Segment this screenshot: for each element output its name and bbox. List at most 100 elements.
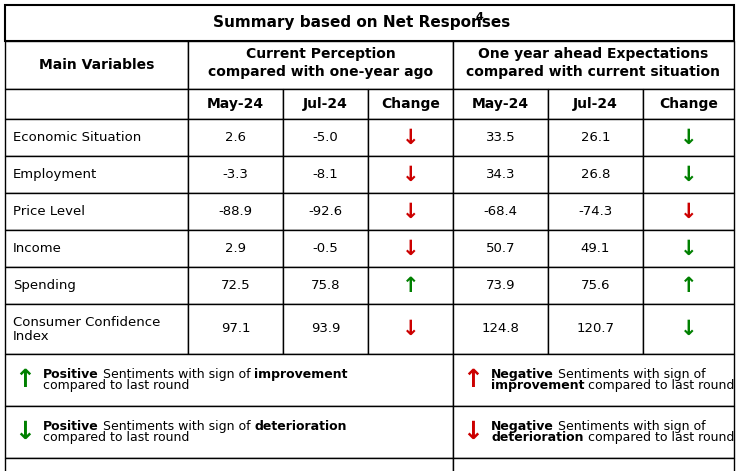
- Bar: [453, 406, 734, 458]
- Bar: [548, 304, 643, 354]
- Text: ↓: ↓: [15, 420, 35, 444]
- Text: Price Level: Price Level: [13, 205, 85, 218]
- Text: deterioration: deterioration: [254, 420, 347, 433]
- Text: ↑: ↑: [463, 368, 483, 392]
- Bar: [283, 230, 368, 267]
- Bar: [5, 193, 188, 230]
- Text: Income: Income: [13, 242, 62, 255]
- Bar: [643, 119, 734, 156]
- Text: ↑: ↑: [402, 276, 419, 295]
- Bar: [188, 41, 453, 89]
- Text: compared to last round: compared to last round: [43, 379, 189, 392]
- Text: Sentiments with sign of: Sentiments with sign of: [554, 368, 706, 381]
- Bar: [283, 119, 368, 156]
- Bar: [188, 267, 283, 304]
- Bar: [5, 354, 453, 406]
- Bar: [368, 119, 453, 156]
- Text: 73.9: 73.9: [486, 279, 515, 292]
- Text: -3.3: -3.3: [222, 168, 248, 181]
- Text: Sentiments with sign of: Sentiments with sign of: [554, 420, 706, 433]
- Text: -88.9: -88.9: [219, 205, 253, 218]
- Text: 49.1: 49.1: [581, 242, 610, 255]
- Bar: [453, 156, 548, 193]
- Bar: [5, 5, 734, 41]
- Text: 97.1: 97.1: [221, 323, 251, 335]
- Bar: [368, 230, 453, 267]
- Text: -0.5: -0.5: [313, 242, 338, 255]
- Text: ↓: ↓: [402, 238, 419, 259]
- Text: May-24: May-24: [472, 97, 529, 111]
- Bar: [548, 193, 643, 230]
- Bar: [368, 89, 453, 119]
- Bar: [643, 304, 734, 354]
- Text: deterioration: deterioration: [491, 431, 584, 444]
- Text: ↑: ↑: [680, 276, 698, 295]
- Text: Change: Change: [381, 97, 440, 111]
- Bar: [643, 193, 734, 230]
- Text: 33.5: 33.5: [486, 131, 515, 144]
- Bar: [5, 89, 188, 119]
- Text: 4: 4: [476, 12, 483, 22]
- Text: Negative: Negative: [491, 368, 554, 381]
- Bar: [453, 267, 548, 304]
- Text: ↓: ↓: [680, 238, 698, 259]
- Bar: [643, 89, 734, 119]
- Text: 50.7: 50.7: [486, 242, 515, 255]
- Bar: [5, 230, 188, 267]
- Text: 2.9: 2.9: [225, 242, 246, 255]
- Text: -74.3: -74.3: [579, 205, 613, 218]
- Text: Change: Change: [659, 97, 718, 111]
- Bar: [188, 193, 283, 230]
- Text: ↓: ↓: [680, 319, 698, 339]
- Text: Main Variables: Main Variables: [39, 58, 154, 72]
- Text: 72.5: 72.5: [221, 279, 251, 292]
- Text: Jul-24: Jul-24: [303, 97, 348, 111]
- Bar: [368, 267, 453, 304]
- Text: 120.7: 120.7: [576, 323, 615, 335]
- Bar: [5, 41, 188, 89]
- Bar: [453, 89, 548, 119]
- Text: 2.6: 2.6: [225, 131, 246, 144]
- Text: Employment: Employment: [13, 168, 98, 181]
- Bar: [5, 458, 453, 471]
- Bar: [188, 304, 283, 354]
- Text: compared to last round: compared to last round: [585, 379, 735, 392]
- Text: ↓: ↓: [680, 128, 698, 147]
- Text: Economic Situation: Economic Situation: [13, 131, 141, 144]
- Text: 34.3: 34.3: [486, 168, 515, 181]
- Text: ↓: ↓: [402, 202, 419, 221]
- Text: ↓: ↓: [402, 128, 419, 147]
- Text: Positive: Positive: [43, 368, 99, 381]
- Bar: [283, 89, 368, 119]
- Text: Index: Index: [13, 330, 50, 342]
- Text: 75.8: 75.8: [311, 279, 340, 292]
- Bar: [643, 156, 734, 193]
- Text: Sentiments with sign of: Sentiments with sign of: [99, 420, 254, 433]
- Text: 75.6: 75.6: [581, 279, 610, 292]
- Bar: [188, 119, 283, 156]
- Bar: [283, 156, 368, 193]
- Bar: [368, 193, 453, 230]
- Bar: [283, 193, 368, 230]
- Text: ↑: ↑: [15, 368, 35, 392]
- Bar: [453, 458, 734, 471]
- Text: 124.8: 124.8: [482, 323, 520, 335]
- Bar: [368, 304, 453, 354]
- Bar: [5, 119, 188, 156]
- Bar: [548, 89, 643, 119]
- Bar: [453, 354, 734, 406]
- Text: ↓: ↓: [402, 319, 419, 339]
- Text: ↓: ↓: [680, 164, 698, 185]
- Text: -8.1: -8.1: [313, 168, 338, 181]
- Bar: [548, 119, 643, 156]
- Bar: [283, 267, 368, 304]
- Bar: [453, 304, 548, 354]
- Text: Current Perception
compared with one-year ago: Current Perception compared with one-yea…: [208, 47, 433, 79]
- Bar: [188, 89, 283, 119]
- Bar: [453, 230, 548, 267]
- Bar: [368, 156, 453, 193]
- Text: Summary based on Net Responses: Summary based on Net Responses: [213, 16, 510, 31]
- Text: 26.8: 26.8: [581, 168, 610, 181]
- Bar: [643, 230, 734, 267]
- Bar: [548, 156, 643, 193]
